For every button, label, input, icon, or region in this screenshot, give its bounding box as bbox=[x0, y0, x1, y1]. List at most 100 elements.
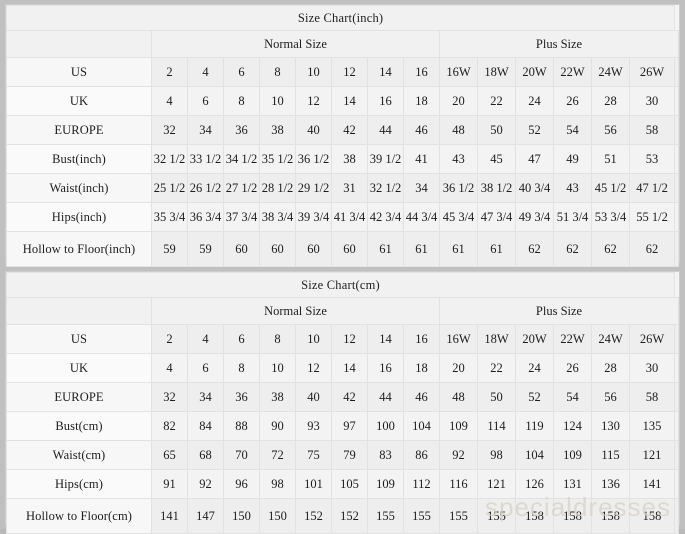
table-cell: 40 3/4 bbox=[515, 173, 554, 203]
table-row: Hollow to Floor(inch) 59 59 60 60 60 60 61 61 61 6… bbox=[6, 231, 679, 267]
table-cell: 93 bbox=[295, 411, 332, 441]
table-cell: 47 3/4 bbox=[477, 202, 516, 232]
table-cell: 45 1/2 bbox=[591, 173, 630, 203]
table-cell: 39 3/4 bbox=[295, 202, 332, 232]
table-cell: 8 bbox=[259, 324, 296, 354]
table-row: Waist(cm) 65 68 70 72 75 79 83 86 92 98 104 109 115 12… bbox=[6, 440, 679, 470]
table-cell: 35 1/2 bbox=[259, 144, 296, 174]
table-cell: 26 1/2 bbox=[187, 173, 224, 203]
row-label-waist-inch: Waist(inch) bbox=[6, 173, 152, 203]
table-cell: 62 bbox=[515, 231, 554, 267]
table-cell: 28 bbox=[591, 353, 630, 383]
table-cell: 61 bbox=[439, 231, 478, 267]
table-cell: 4 bbox=[151, 353, 188, 383]
row-label-bust-cm: Bust(cm) bbox=[6, 411, 152, 441]
table-row: Hollow to Floor(cm) 141 147 150 150 152 152 155… bbox=[6, 498, 679, 534]
table-cell: 155 bbox=[403, 498, 440, 534]
table-cell-spacer bbox=[674, 115, 679, 145]
chart-title: Size Chart(cm) bbox=[5, 272, 676, 298]
row-label-waist-cm: Waist(cm) bbox=[6, 440, 152, 470]
table-cell: 141 bbox=[628, 469, 676, 499]
table-row: Waist(inch) 25 1/2 26 1/2 27 1/2 28 1/2 29 1/… bbox=[6, 173, 679, 203]
table-cell: 4 bbox=[187, 324, 224, 354]
row-label-uk: UK bbox=[6, 86, 152, 116]
table-cell: 104 bbox=[515, 440, 554, 470]
table-cell: 16W bbox=[439, 324, 478, 354]
table-cell: 152 bbox=[295, 498, 332, 534]
table-cell: 10 bbox=[259, 353, 296, 383]
table-row: US 2 4 6 8 10 12 14 16 16W 18W 20W 22W 24W 26W bbox=[6, 324, 679, 354]
table-cell: 59 bbox=[187, 231, 224, 267]
table-cell: 32 1/2 bbox=[367, 173, 404, 203]
table-cell: 16 bbox=[403, 57, 440, 87]
inch-table-body: Size Chart(inch) Normal Size Plus Size US 2 4… bbox=[5, 5, 679, 267]
table-cell: 46 bbox=[403, 115, 440, 145]
table-cell: 16 bbox=[367, 353, 404, 383]
table-cell: 62 bbox=[553, 231, 592, 267]
table-cell-spacer bbox=[674, 382, 679, 412]
table-cell: 6 bbox=[223, 324, 260, 354]
table-cell: 59 bbox=[151, 231, 188, 267]
table-cell: 98 bbox=[259, 469, 296, 499]
table-cell: 27 1/2 bbox=[223, 173, 260, 203]
group-header-row: Normal Size Plus Size bbox=[6, 30, 679, 58]
table-cell: 60 bbox=[295, 231, 332, 267]
table-cell: 101 bbox=[295, 469, 332, 499]
table-row: UK 4 6 8 10 12 14 16 18 20 22 24 26 28 30 bbox=[6, 353, 679, 383]
table-cell: 119 bbox=[515, 411, 554, 441]
table-row: EUROPE 32 34 36 38 40 42 44 46 48 50 52 54 56 58 bbox=[6, 115, 679, 145]
table-cell: 12 bbox=[295, 86, 332, 116]
table-cell: 51 3/4 bbox=[553, 202, 592, 232]
table-cell: 42 bbox=[331, 115, 368, 145]
table-cell: 82 bbox=[151, 411, 188, 441]
table-cell: 96 bbox=[223, 469, 260, 499]
cm-table-body: Size Chart(cm) Normal Size Plus Size US 2 4 6 8… bbox=[5, 272, 679, 534]
table-cell: 115 bbox=[591, 440, 630, 470]
table-cell: 10 bbox=[259, 86, 296, 116]
table-cell: 45 bbox=[477, 144, 516, 174]
table-cell: 58 bbox=[628, 115, 676, 145]
table-cell: 61 bbox=[367, 231, 404, 267]
table-cell: 130 bbox=[591, 411, 630, 441]
table-cell: 30 bbox=[628, 353, 676, 383]
table-cell: 124 bbox=[553, 411, 592, 441]
table-row: Bust(inch) 32 1/2 33 1/2 34 1/2 35 1/2 36 1/2… bbox=[6, 144, 679, 174]
table-cell: 12 bbox=[331, 324, 368, 354]
table-cell: 34 bbox=[187, 115, 224, 145]
table-cell: 121 bbox=[477, 469, 516, 499]
table-cell: 32 bbox=[151, 382, 188, 412]
table-cell: 135 bbox=[628, 411, 676, 441]
table-cell: 38 bbox=[259, 115, 296, 145]
table-cell: 112 bbox=[403, 469, 440, 499]
size-chart-cm-table: Size Chart(cm) Normal Size Plus Size US 2 4 6 8… bbox=[5, 272, 679, 534]
table-cell: 141 bbox=[151, 498, 188, 534]
row-label-bust-inch: Bust(inch) bbox=[6, 144, 152, 174]
table-cell: 65 bbox=[151, 440, 188, 470]
table-cell: 109 bbox=[553, 440, 592, 470]
table-cell: 152 bbox=[331, 498, 368, 534]
row-label-hollow-to-floor-inch: Hollow to Floor(inch) bbox=[6, 231, 152, 267]
table-cell: 41 bbox=[403, 144, 440, 174]
table-cell: 150 bbox=[223, 498, 260, 534]
table-cell: 22W bbox=[553, 57, 592, 87]
row-label-europe: EUROPE bbox=[6, 115, 152, 145]
table-cell: 158 bbox=[628, 498, 676, 534]
table-cell: 10 bbox=[295, 324, 332, 354]
table-cell: 31 bbox=[331, 173, 368, 203]
title-row: Size Chart(cm) bbox=[5, 272, 679, 298]
table-cell: 131 bbox=[553, 469, 592, 499]
table-cell: 109 bbox=[367, 469, 404, 499]
table-cell: 36 3/4 bbox=[187, 202, 224, 232]
size-chart-inch-block: Size Chart(inch) Normal Size Plus Size US 2 4… bbox=[5, 4, 680, 267]
table-cell: 100 bbox=[367, 411, 404, 441]
table-cell: 16 bbox=[403, 324, 440, 354]
table-cell: 43 bbox=[439, 144, 478, 174]
table-cell: 18 bbox=[403, 353, 440, 383]
table-cell: 22 bbox=[477, 353, 516, 383]
table-cell: 126 bbox=[515, 469, 554, 499]
row-label-us: US bbox=[6, 324, 152, 354]
table-cell: 92 bbox=[439, 440, 478, 470]
table-cell: 26 bbox=[553, 86, 592, 116]
table-cell: 68 bbox=[187, 440, 224, 470]
row-label-uk: UK bbox=[6, 353, 152, 383]
